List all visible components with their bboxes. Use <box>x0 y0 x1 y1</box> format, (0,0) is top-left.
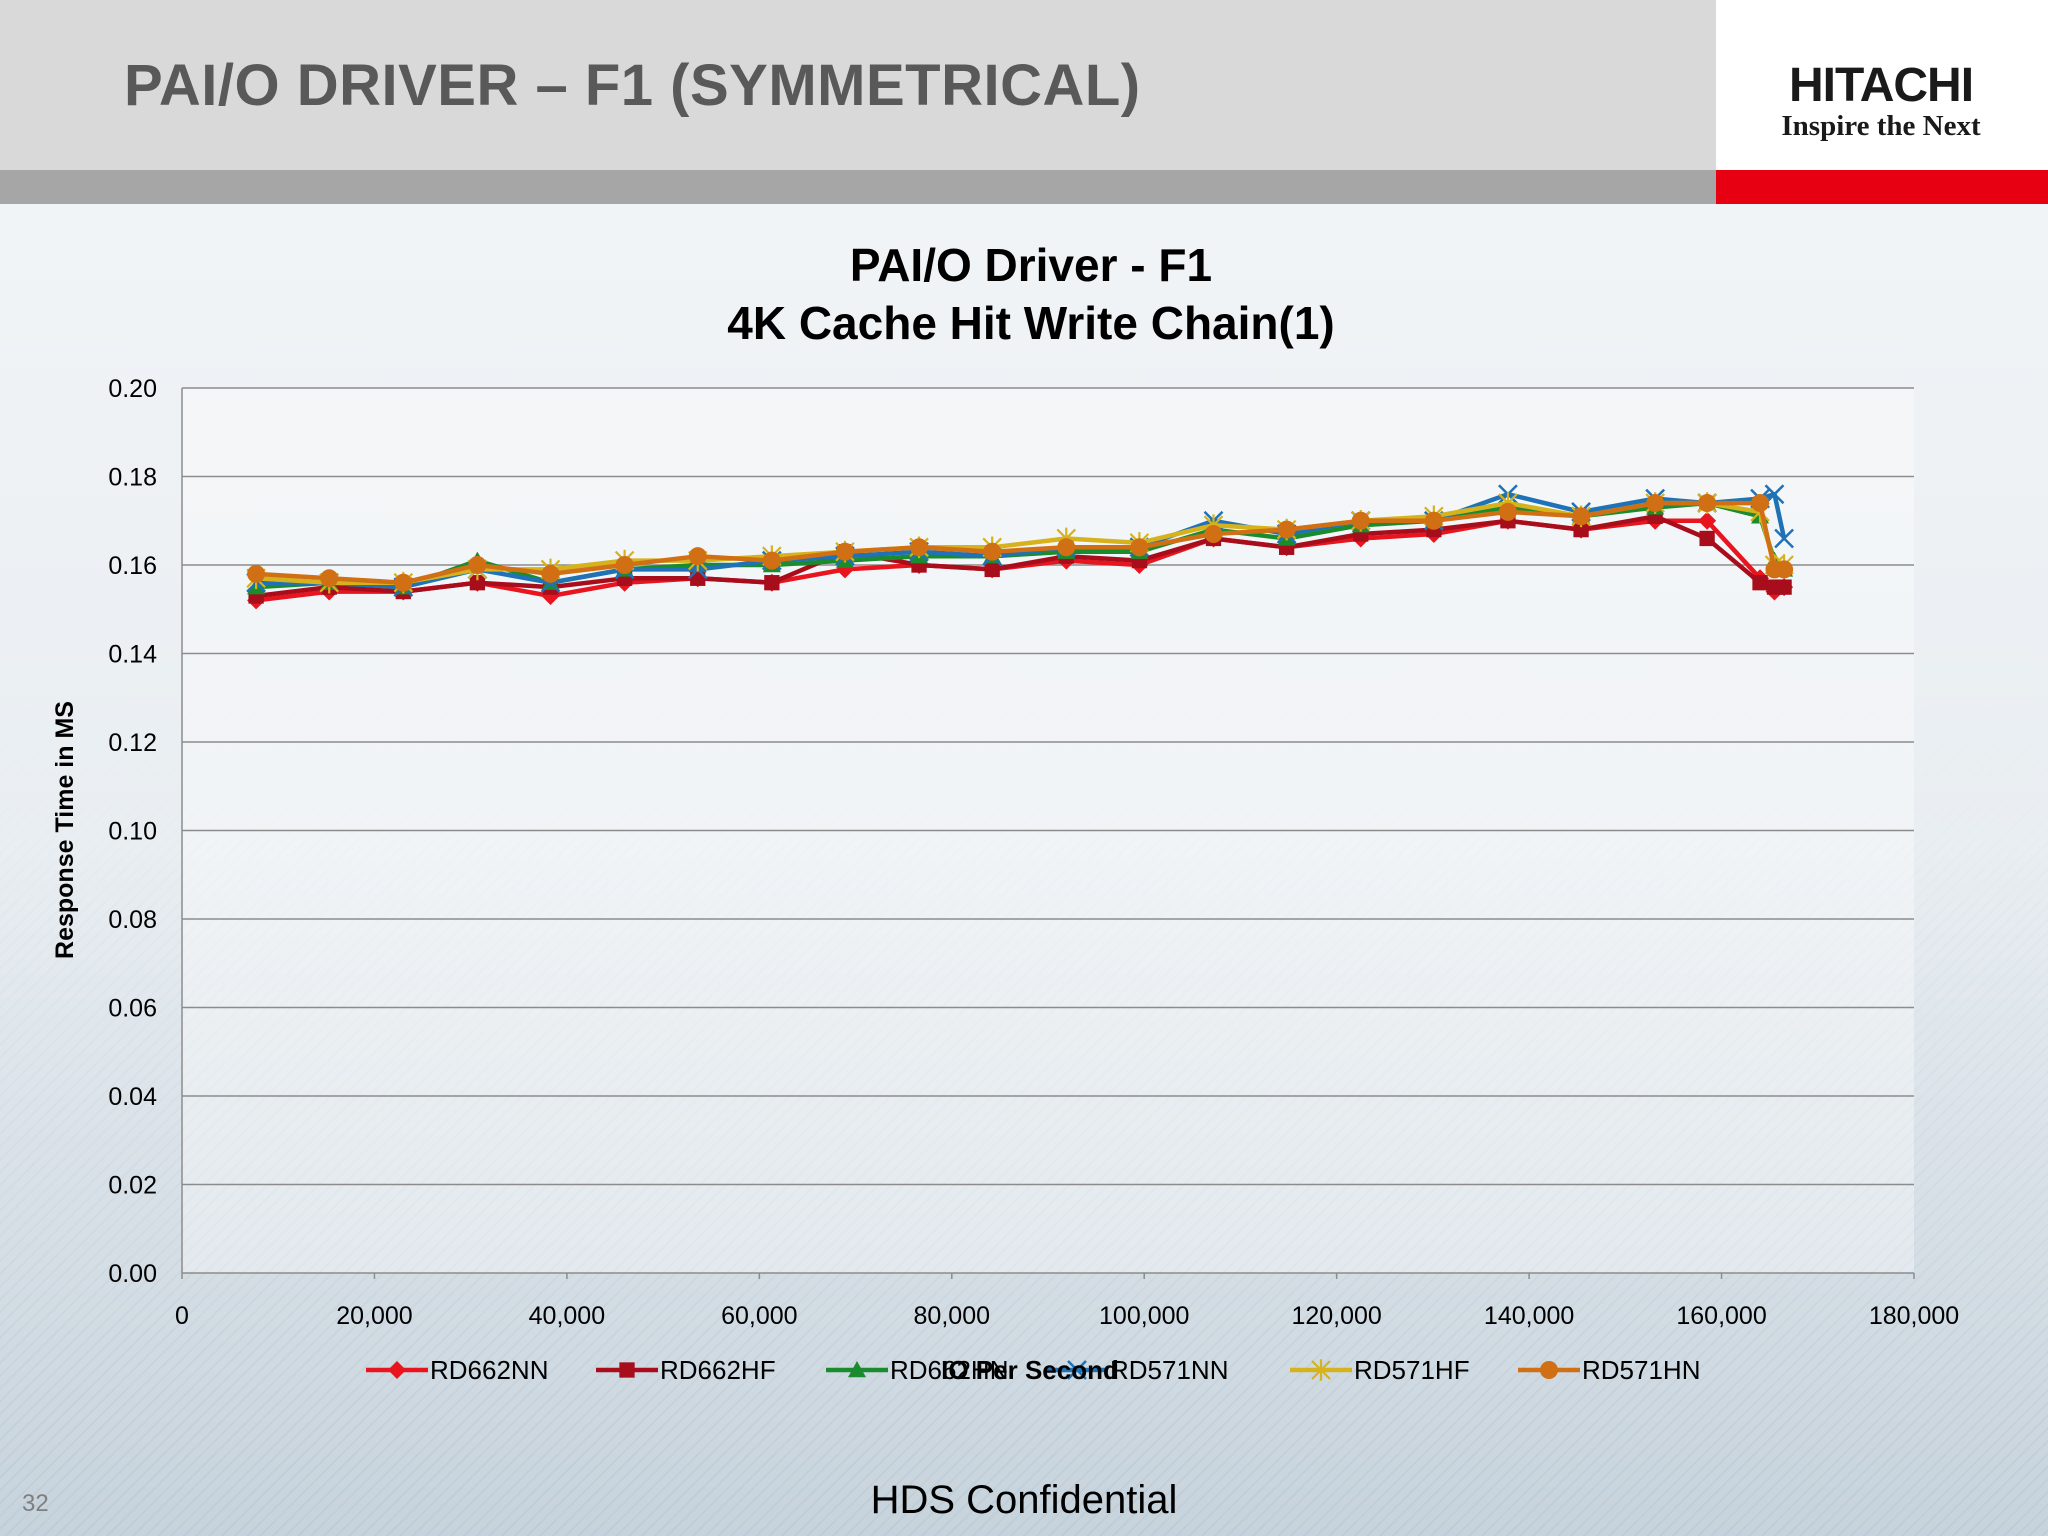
x-axis-label: IO Per Second <box>941 1355 1119 1385</box>
data-point <box>835 542 854 561</box>
legend-label: RD571NN <box>1110 1355 1229 1385</box>
legend-item-rd662nn: RD662NN <box>366 1355 549 1385</box>
x-tick-label: 140,000 <box>1484 1302 1574 1330</box>
header-strip <box>0 170 1716 204</box>
data-point <box>690 570 706 586</box>
legend-marker <box>1311 1359 1331 1381</box>
x-tick-label: 180,000 <box>1869 1302 1959 1330</box>
y-tick-label: 0.18 <box>108 464 157 492</box>
chart-title: PAI/O Driver - F1 <box>850 239 1212 291</box>
axes <box>181 388 1915 1279</box>
data-point <box>1751 494 1770 513</box>
series-rd571hn <box>247 494 1794 592</box>
footer-confidential: HDS Confidential <box>870 1478 1178 1522</box>
y-tick-label: 0.04 <box>108 1083 157 1111</box>
y-tick-label: 0.10 <box>108 818 157 846</box>
data-point <box>910 538 929 557</box>
data-point <box>469 575 486 591</box>
data-point <box>1774 528 1794 549</box>
y-tick-label: 0.12 <box>108 729 157 757</box>
x-tick-label: 40,000 <box>529 1302 605 1330</box>
x-tick-label: 120,000 <box>1291 1302 1381 1330</box>
x-tick-label: 20,000 <box>336 1302 412 1330</box>
data-point <box>1698 494 1717 513</box>
data-point <box>1204 525 1223 544</box>
data-point <box>1776 579 1792 595</box>
x-tick-label: 60,000 <box>721 1302 797 1330</box>
legend-item-rd571hf: RD571HF <box>1290 1355 1470 1385</box>
y-axis-label: Response Time in MS <box>51 701 79 959</box>
logo-tagline: Inspire the Next <box>1781 110 1981 142</box>
data-point <box>1698 511 1717 530</box>
data-point <box>983 542 1002 561</box>
data-point <box>394 573 413 592</box>
data-point <box>1351 511 1370 530</box>
y-tick-label: 0.08 <box>108 906 157 934</box>
data-point <box>1572 507 1591 526</box>
series-lines <box>246 484 1794 610</box>
data-point <box>764 575 780 591</box>
legend-marker <box>619 1362 635 1378</box>
x-tick-label: 160,000 <box>1676 1302 1766 1330</box>
legend-marker <box>1540 1361 1558 1379</box>
data-point <box>688 547 707 566</box>
legend: RD662NN RD662HF RD662HN RD571NN RD571HF RD571… <box>366 1355 1701 1385</box>
legend-label: RD571HN <box>1582 1355 1701 1385</box>
legend-item-rd662hn: RD662HN <box>826 1355 1009 1385</box>
data-point <box>320 569 339 588</box>
gridlines <box>182 387 1914 1186</box>
data-point <box>541 564 560 583</box>
data-point <box>615 556 634 574</box>
page-number: 32 <box>22 1490 49 1517</box>
slide-header <box>0 0 1716 170</box>
legend-label: RD571HF <box>1354 1355 1470 1385</box>
x-tick-label: 80,000 <box>914 1302 990 1330</box>
data-point <box>1646 494 1665 513</box>
data-point <box>1277 520 1296 539</box>
y-tick-label: 0.02 <box>108 1172 157 1200</box>
logo-wordmark: HITACHI <box>1788 59 1974 112</box>
legend-label: RD662NN <box>430 1355 549 1385</box>
hitachi-logo <box>1716 0 2048 170</box>
x-tick-label: 100,000 <box>1099 1302 1189 1330</box>
data-point <box>1752 575 1768 591</box>
legend-item-rd571hn: RD571HN <box>1518 1355 1701 1385</box>
legend-marker <box>388 1361 406 1379</box>
y-tick-label: 0.20 <box>108 375 157 403</box>
data-point <box>468 556 487 574</box>
y-tick-label: 0.00 <box>108 1260 157 1288</box>
slide-title: PAI/O DRIVER – F1 (SYMMETRICAL) <box>124 53 1141 118</box>
data-point <box>984 561 1000 578</box>
legend-label: RD662HN <box>890 1355 1009 1385</box>
data-point <box>1498 502 1517 521</box>
data-point <box>247 564 266 583</box>
series-line <box>255 514 1785 599</box>
y-tick-label: 0.16 <box>108 552 157 580</box>
y-tick-label: 0.14 <box>108 641 157 669</box>
legend-label: RD662HF <box>660 1355 776 1385</box>
legend-item-rd571nn: RD571NN <box>1046 1355 1229 1385</box>
y-tick-labels: 0.00 0.02 0.04 0.06 0.08 0.10 0.12 0.14 0.16 0.18… <box>108 375 157 1288</box>
x-tick-label: 0 <box>175 1302 189 1330</box>
legend-marker <box>848 1361 866 1378</box>
y-tick-label: 0.06 <box>108 995 157 1023</box>
data-point <box>762 551 781 570</box>
data-point <box>1699 530 1715 547</box>
data-point <box>1057 538 1076 557</box>
data-point <box>1130 538 1149 557</box>
legend-marker <box>1067 1360 1087 1380</box>
legend-item-rd662hf: RD662HF <box>596 1355 776 1385</box>
chart-subtitle: 4K Cache Hit Write Chain(1) <box>727 297 1334 349</box>
data-point <box>1424 511 1443 530</box>
x-tick-labels: 0 20,000 40,000 60,000 80,000 100,000 120,000 1… <box>175 1302 1959 1330</box>
logo-red-bar <box>1716 170 2048 204</box>
data-point <box>1775 560 1794 579</box>
data-point <box>1573 521 1589 538</box>
